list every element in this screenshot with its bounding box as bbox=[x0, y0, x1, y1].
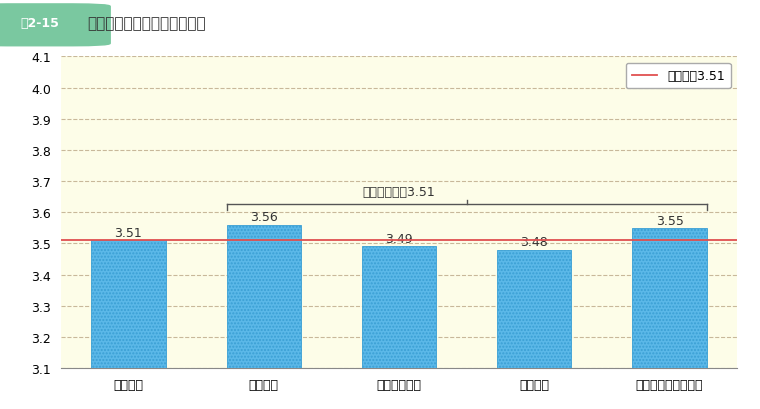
FancyBboxPatch shape bbox=[0, 5, 110, 47]
Bar bbox=[362, 247, 436, 409]
Bar bbox=[632, 228, 707, 409]
Text: 囲2-15: 囲2-15 bbox=[21, 17, 60, 30]
Text: 3.56: 3.56 bbox=[250, 211, 277, 224]
Text: 本府省庁以兤3.51: 本府省庁以兤3.51 bbox=[363, 186, 435, 199]
Legend: 総平均値3.51: 総平均値3.51 bbox=[625, 63, 731, 89]
Bar bbox=[91, 240, 166, 409]
Text: 3.48: 3.48 bbox=[521, 236, 548, 249]
Text: 勤務機関区分の回答の平均値: 勤務機関区分の回答の平均値 bbox=[87, 16, 206, 31]
Text: 3.55: 3.55 bbox=[656, 214, 683, 227]
Text: 3.51: 3.51 bbox=[115, 227, 142, 239]
Bar bbox=[497, 250, 572, 409]
Bar bbox=[226, 225, 301, 409]
Text: 3.49: 3.49 bbox=[385, 233, 413, 246]
